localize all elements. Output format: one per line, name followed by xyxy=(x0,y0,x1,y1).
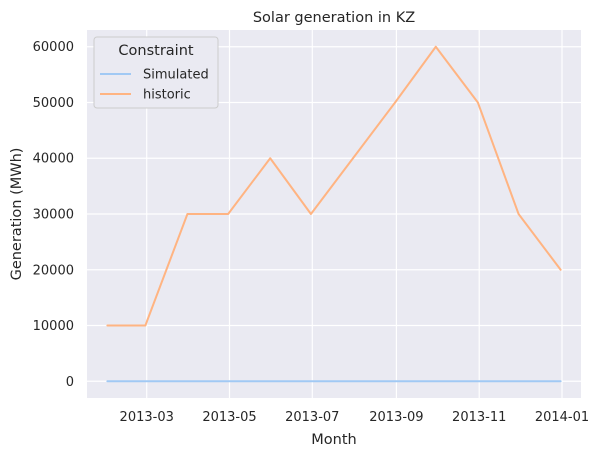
y-tick-label: 50000 xyxy=(33,96,74,111)
x-tick-label: 2013-07 xyxy=(285,410,339,425)
series-line-historic xyxy=(106,45,562,327)
y-tick-label: 10000 xyxy=(33,319,74,334)
y-axis-label: Generation (MWh) xyxy=(9,148,25,281)
x-axis-label: Month xyxy=(311,432,356,448)
x-tick-label: 2013-05 xyxy=(202,410,256,425)
x-tick-label: 2013-11 xyxy=(452,410,506,425)
legend-title: Constraint xyxy=(118,43,193,59)
y-tick-label: 60000 xyxy=(33,40,74,55)
x-tick-labels: 2013-03 2013-05 2013-07 2013-09 2013-11 2014-… xyxy=(120,410,590,425)
y-tick-label: 0 xyxy=(66,375,74,390)
legend-box xyxy=(93,36,219,109)
x-tick-label: 2013-03 xyxy=(120,410,174,425)
chart-title: Solar generation in KZ xyxy=(253,10,415,26)
legend-items: Simulated historic xyxy=(100,68,209,103)
y-tick-labels: 0 10000 20000 30000 40000 50000 60000 xyxy=(33,40,74,390)
legend: Constraint Simulated historic xyxy=(93,36,219,109)
x-tick-label: 2014-01 xyxy=(535,410,589,425)
legend-label: historic xyxy=(143,88,191,103)
y-tick-label: 20000 xyxy=(33,263,74,278)
x-tick-label: 2013-09 xyxy=(369,410,423,425)
y-tick-label: 30000 xyxy=(33,208,74,223)
series-lines xyxy=(106,45,562,383)
legend-label: Simulated xyxy=(143,68,209,83)
y-tick-label: 40000 xyxy=(33,152,74,167)
